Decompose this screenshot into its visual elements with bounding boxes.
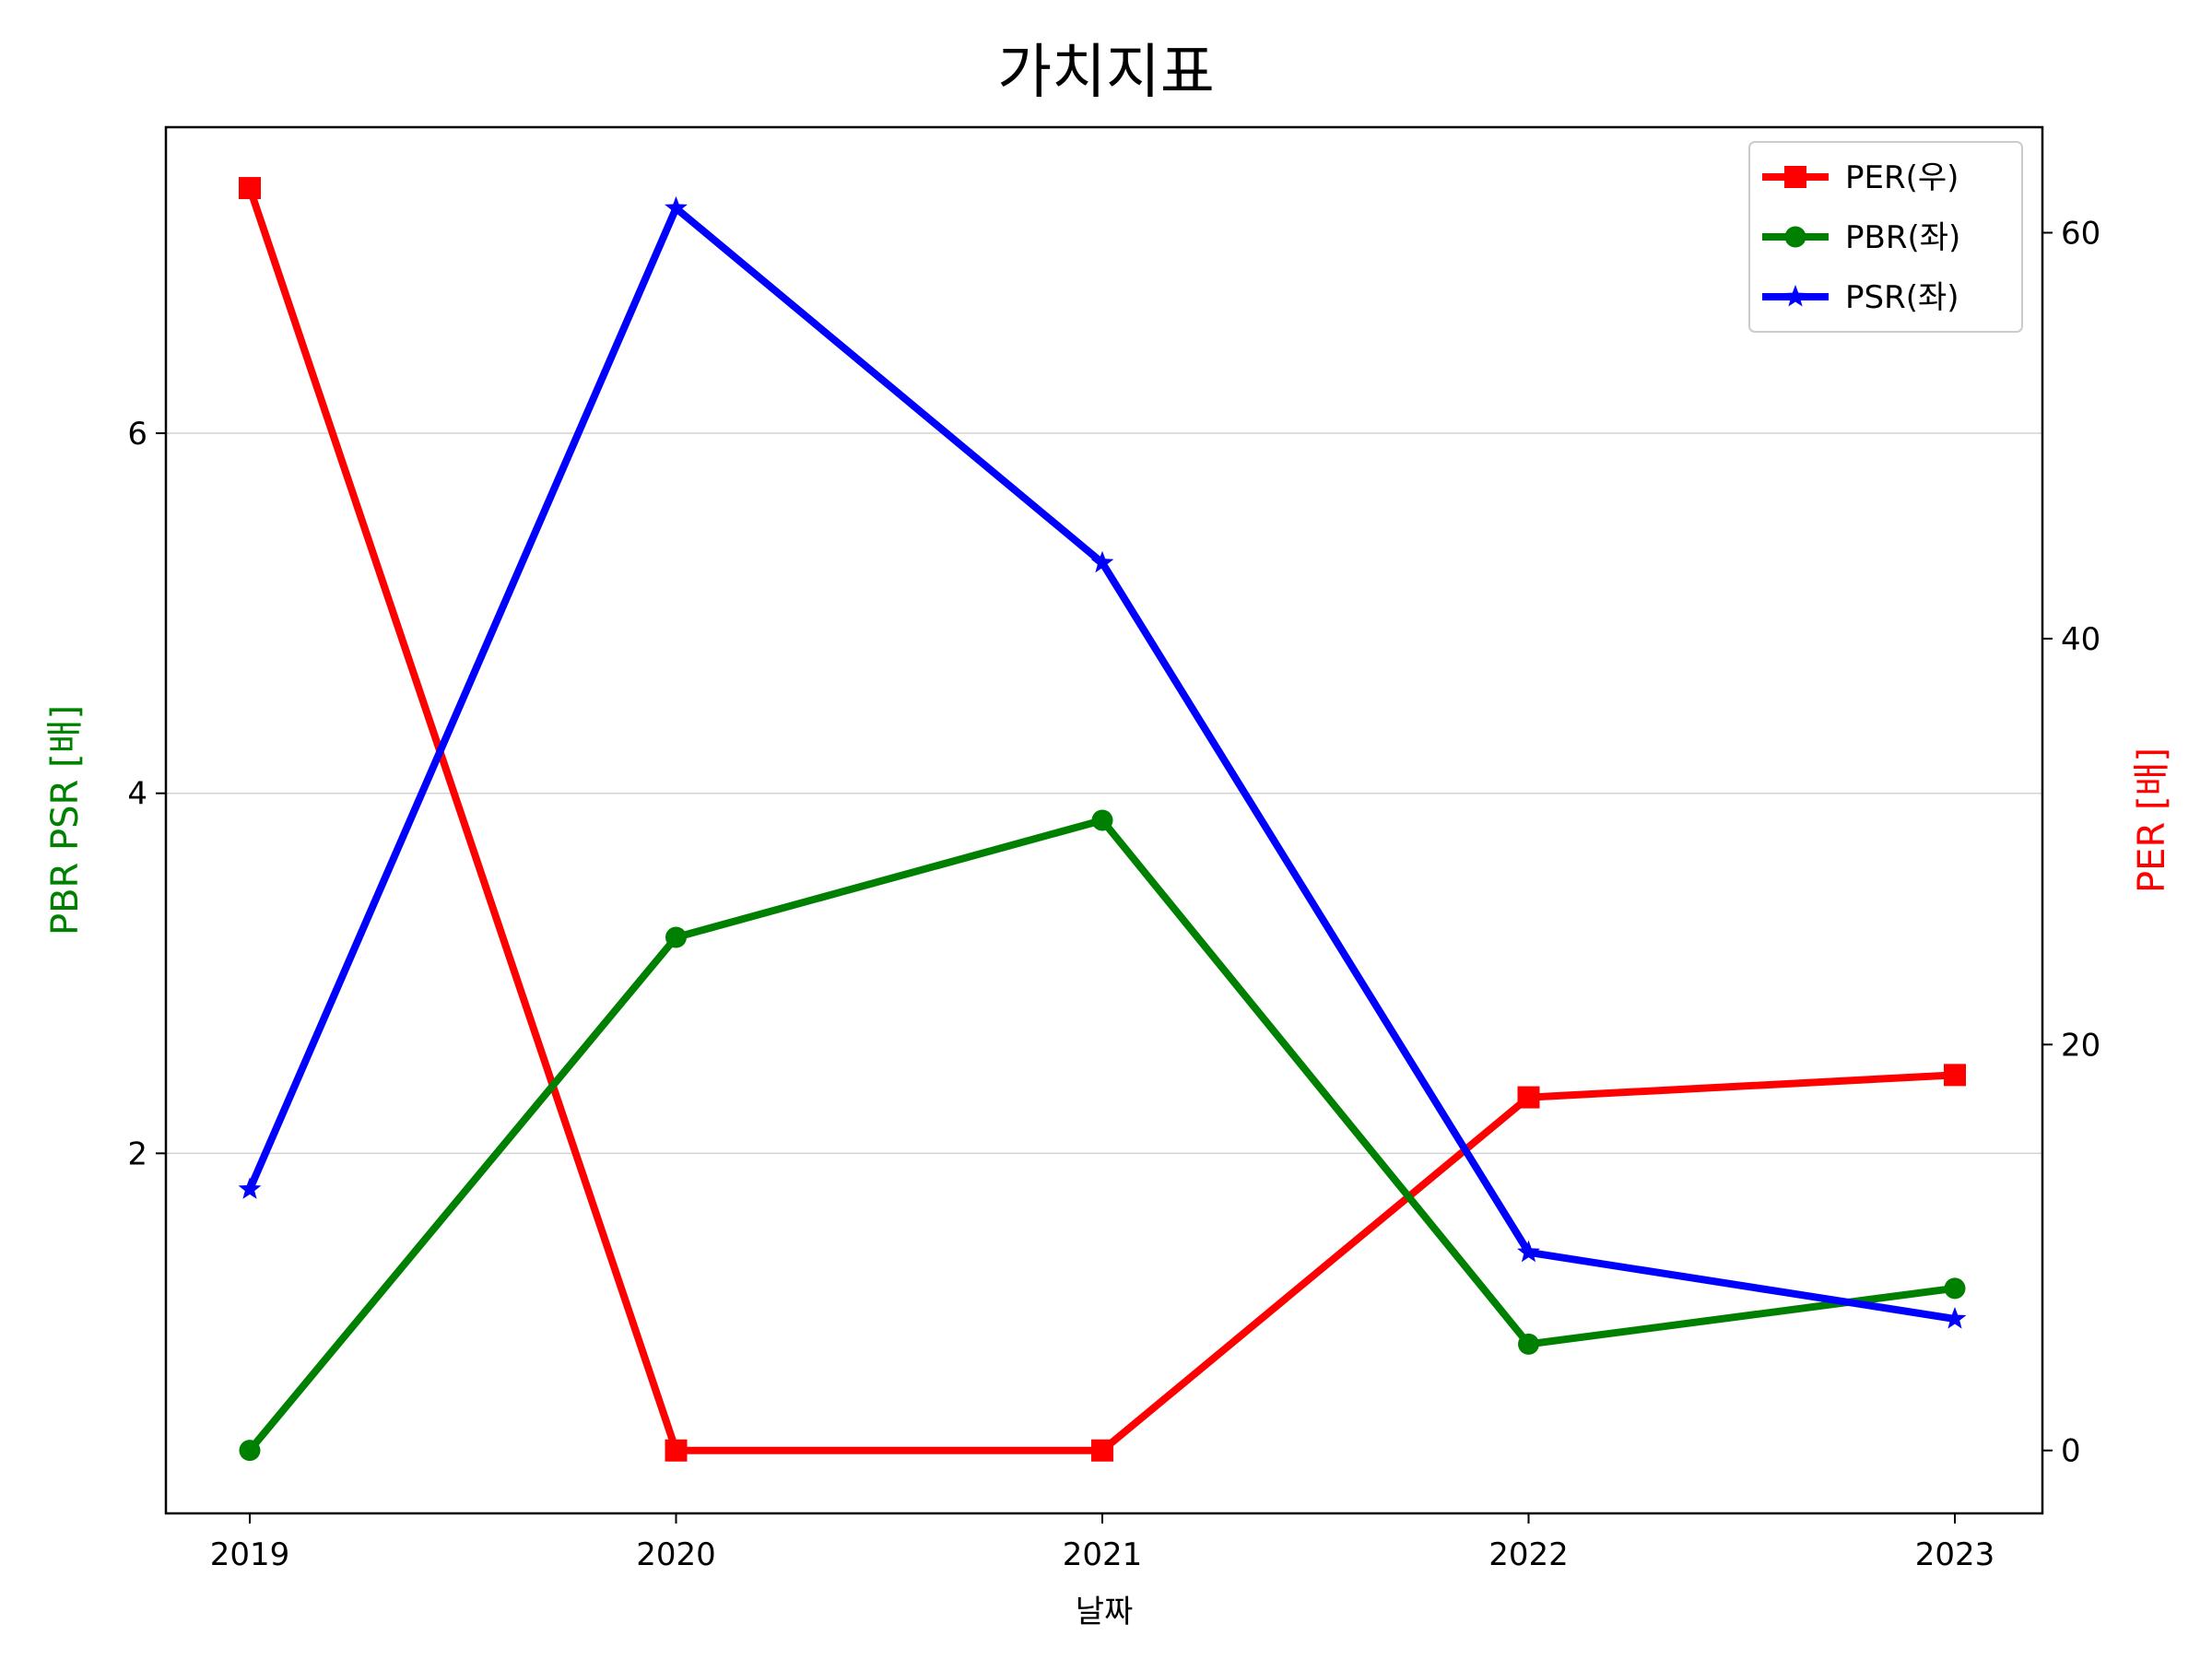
legend-box (1748, 141, 2023, 333)
right-axis-label: PER [배] (2131, 747, 2173, 893)
legend-label: PBR(좌) (1845, 219, 1960, 256)
left-y-tick-label: 6 (127, 416, 147, 453)
x-tick-label: 2020 (636, 1536, 716, 1573)
x-axis-label: 날짜 (1076, 1594, 1134, 1630)
right-y-tick-label: 0 (2061, 1433, 2081, 1470)
data-point (1517, 1086, 1540, 1109)
left-y-tick-label: 2 (127, 1135, 147, 1172)
left-y-tick-label: 4 (127, 776, 147, 813)
legend-entry: PER(우) (1762, 159, 1959, 196)
legend-label: PER(우) (1845, 159, 1959, 196)
data-point (238, 1177, 262, 1199)
series-PBR(좌) (239, 809, 1966, 1462)
series-PER(우) (239, 177, 1966, 1462)
data-point (1090, 550, 1114, 573)
legend-marker (1783, 285, 1807, 307)
series-line (246, 817, 1956, 1453)
data-point (1517, 1240, 1540, 1263)
legend-entry: PBR(좌) (1762, 219, 1960, 256)
x-tick-label: 2021 (1063, 1536, 1143, 1573)
right-y-tick-label: 60 (2061, 216, 2100, 253)
series-PSR(좌) (238, 195, 1967, 1329)
data-point (1943, 1307, 1967, 1329)
legend: PER(우) PBR(좌) PSR(좌) (1748, 141, 2023, 333)
data-point (239, 1440, 261, 1462)
x-tick-label: 2023 (1915, 1536, 1995, 1573)
data-point (665, 926, 687, 948)
left-axis-label: PBR PSR [배] (44, 705, 87, 935)
x-tick-label: 2019 (210, 1536, 290, 1573)
data-point (665, 195, 688, 218)
grid-lines (166, 432, 2042, 1155)
series-layer (238, 177, 1967, 1462)
right-y-tick-label: 40 (2061, 621, 2100, 658)
series-line (246, 204, 1956, 1323)
plot-frame (164, 125, 2044, 1515)
legend-entry: PSR(좌) (1762, 279, 1959, 316)
data-point (1944, 1064, 1966, 1087)
data-point (239, 177, 261, 200)
data-point (1091, 809, 1113, 831)
legend-label: PSR(좌) (1845, 279, 1959, 316)
data-point (1944, 1277, 1966, 1300)
data-point (665, 1439, 688, 1462)
x-tick-label: 2022 (1488, 1536, 1569, 1573)
legend-marker (1784, 166, 1806, 188)
data-point (1091, 1439, 1113, 1462)
legend-marker (1784, 226, 1806, 248)
right-y-tick-label: 20 (2061, 1027, 2100, 1064)
data-point (1518, 1333, 1539, 1355)
chart-title: 가치지표 (997, 39, 1215, 107)
